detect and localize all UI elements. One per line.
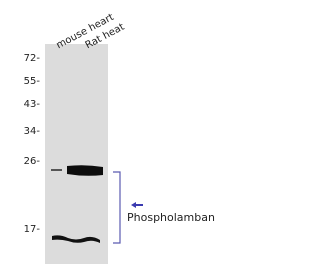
band (67, 165, 103, 176)
marker-label: 26- (24, 156, 41, 167)
marker-label: 34- (24, 126, 41, 137)
protein-label: Phospholamban (127, 211, 215, 224)
marker-label: 17- (24, 224, 41, 235)
marker-label: 55- (24, 76, 41, 87)
arrow (131, 202, 143, 208)
band (51, 169, 62, 171)
marker-label: 43- (24, 99, 41, 110)
membrane (45, 44, 108, 264)
marker-label: 72- (24, 53, 41, 64)
bracket (113, 172, 120, 243)
